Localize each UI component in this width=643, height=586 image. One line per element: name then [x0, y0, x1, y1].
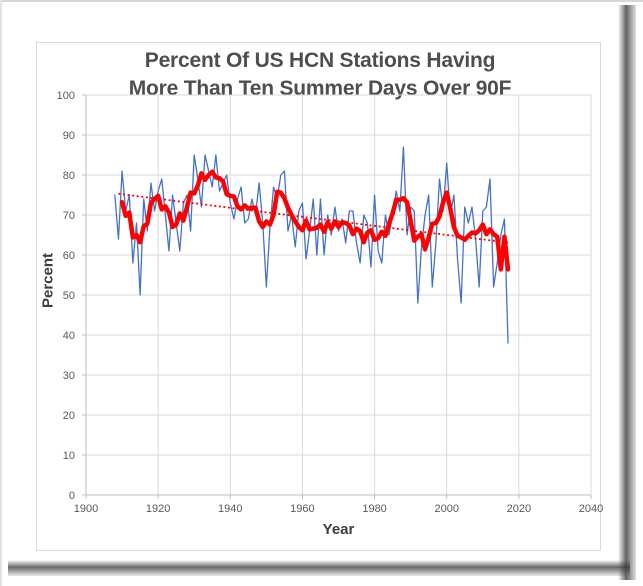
- y-tick-label: 50: [63, 290, 75, 302]
- y-tick-label: 70: [63, 210, 75, 222]
- x-tick-label: 2040: [579, 503, 603, 515]
- y-tick-label: 60: [63, 250, 75, 262]
- x-tick-label: 1960: [290, 503, 314, 515]
- annual-series-line: [114, 146, 509, 344]
- y-tick-label: 40: [63, 330, 75, 342]
- window-edge-top: [0, 0, 643, 2]
- x-tick-label: 1900: [74, 503, 98, 515]
- chart-title: Percent Of US HCN Stations Having More T…: [40, 47, 600, 102]
- chart-title-line1: Percent Of US HCN Stations Having: [144, 49, 496, 72]
- y-tick-label: 30: [63, 370, 75, 382]
- window-edge-left: [0, 0, 2, 586]
- y-tick-label: 20: [63, 410, 75, 422]
- y-tick-label: 10: [63, 450, 75, 462]
- y-tick-label: 100: [57, 90, 75, 102]
- y-tick-label: 0: [69, 490, 75, 502]
- x-tick-label: 2000: [434, 503, 458, 515]
- y-tick-label: 80: [63, 170, 75, 182]
- x-tick-label: 2020: [507, 503, 531, 515]
- y-tick-label: 90: [63, 130, 75, 142]
- x-axis-title: Year: [322, 521, 355, 538]
- x-tick-label: 1940: [218, 503, 242, 515]
- window-shadow-right: [618, 5, 636, 580]
- chart-title-line2: More Than Ten Summer Days Over 90F: [128, 76, 512, 100]
- window-shadow-bottom: [8, 560, 630, 576]
- x-tick-label: 1980: [362, 503, 386, 515]
- trend-line: [118, 192, 509, 244]
- x-tick-label: 1920: [146, 503, 170, 515]
- five-year-mean-line: [119, 169, 511, 272]
